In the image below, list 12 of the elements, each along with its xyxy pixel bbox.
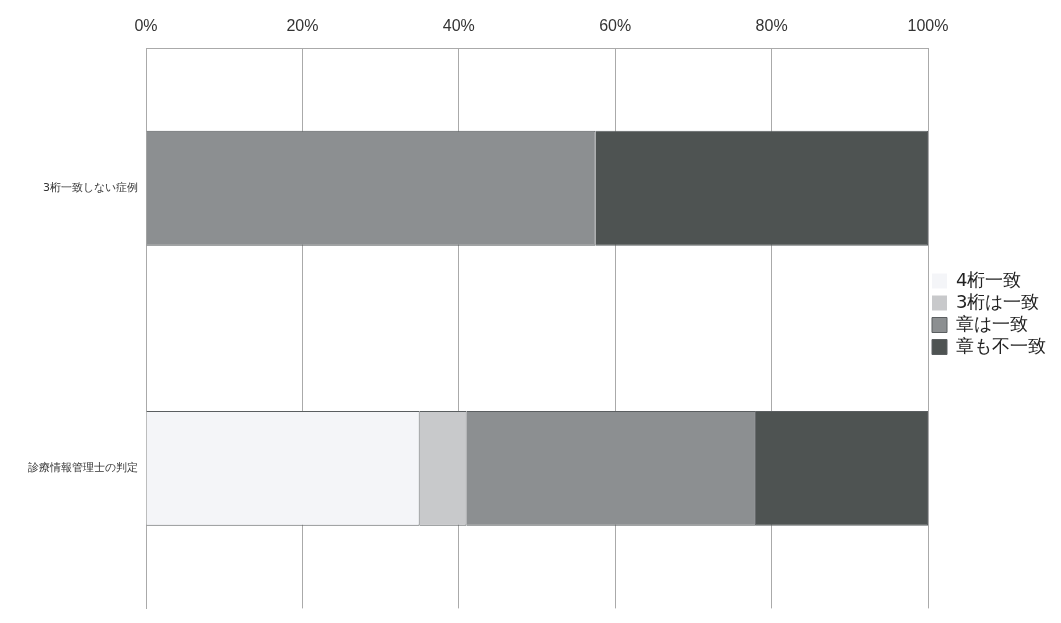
x-tick-label: 0% bbox=[134, 17, 158, 35]
y-tick-label: 3桁一致しない症例 bbox=[43, 181, 138, 195]
x-tick-label: 20% bbox=[286, 17, 319, 35]
legend-label: 章は一致 bbox=[956, 312, 1028, 334]
legend-label: 4桁一致 bbox=[956, 268, 1022, 290]
legend-label: 章も不一致 bbox=[956, 334, 1046, 356]
x-tick-label: 80% bbox=[755, 17, 788, 35]
y-tick-label: 診療情報管理士の判定 bbox=[28, 461, 138, 475]
legend-label: 3桁は一致 bbox=[956, 290, 1040, 312]
x-tick-label: 40% bbox=[442, 17, 475, 35]
x-tick-label: 60% bbox=[599, 17, 632, 35]
x-tick-label: 100% bbox=[907, 17, 949, 35]
